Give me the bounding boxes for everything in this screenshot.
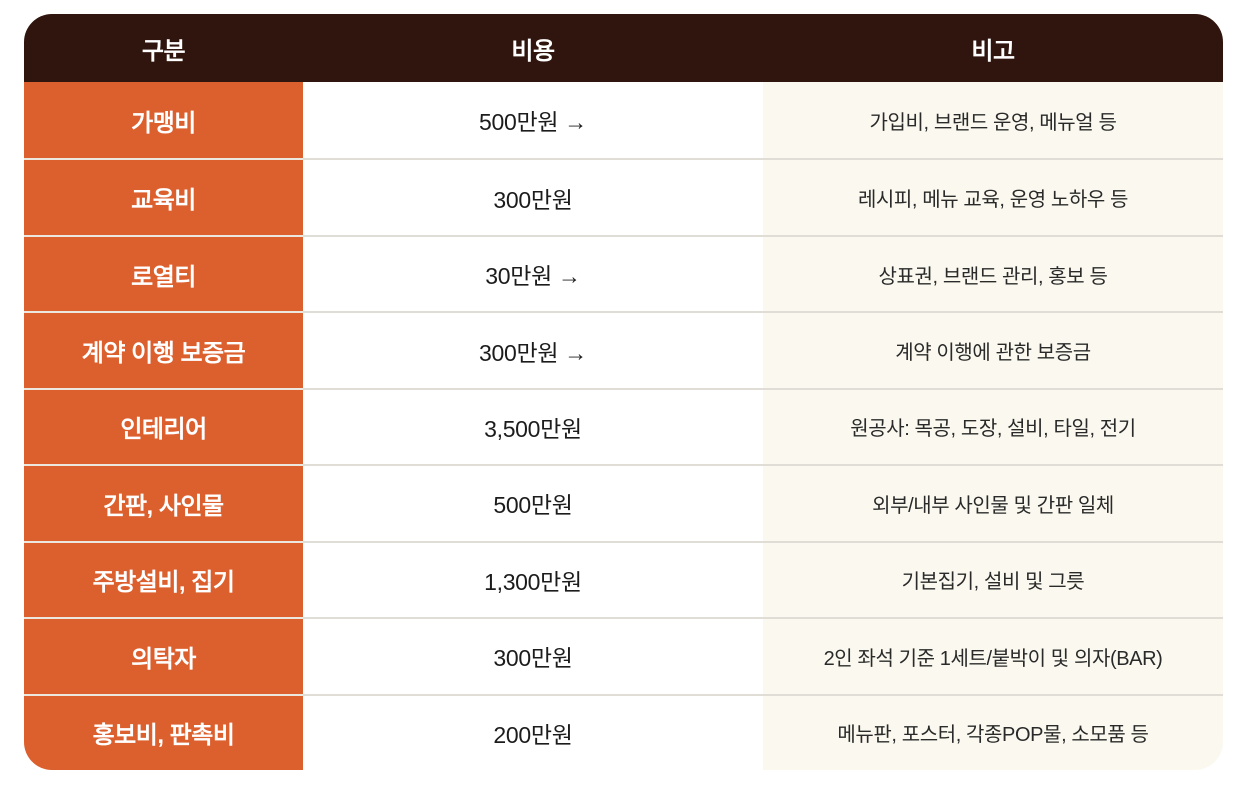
note-cell: 기본집기, 설비 및 그릇	[763, 540, 1223, 618]
category-cell: 인테리어	[24, 387, 303, 465]
table-row: 교육비 300만원 레시피, 메뉴 교육, 운영 노하우 등	[24, 158, 1223, 235]
note-cell: 상표권, 브랜드 관리, 홍보 등	[763, 234, 1223, 312]
cost-cell: 500만원	[303, 464, 763, 541]
franchise-cost-table: 구분 비용 비고 가맹비 500만원 → 가입비, 브랜드 운영, 메뉴얼 등 …	[24, 14, 1223, 770]
note-cell: 원공사: 목공, 도장, 설비, 타일, 전기	[763, 387, 1223, 465]
cost-cell: 1,300만원	[303, 540, 763, 618]
table-row: 간판, 사인물 500만원 외부/내부 사인물 및 간판 일체	[24, 464, 1223, 541]
note-cell: 계약 이행에 관한 보증금	[763, 311, 1223, 388]
header-cell-cost: 비용	[511, 37, 555, 65]
category-cell: 가맹비	[24, 82, 303, 159]
cost-cell: 3,500만원	[303, 387, 763, 465]
cost-cell: 200만원	[303, 693, 763, 770]
table-header-row: 구분 비용 비고	[24, 14, 1223, 82]
category-cell: 간판, 사인물	[24, 464, 303, 541]
category-cell: 주방설비, 집기	[24, 540, 303, 618]
note-cell: 2인 좌석 기준 1세트/붙박이 및 의자(BAR)	[763, 617, 1223, 694]
note-cell: 가입비, 브랜드 운영, 메뉴얼 등	[763, 82, 1223, 159]
table-row: 로열티 30만원 → 상표권, 브랜드 관리, 홍보 등	[24, 234, 1223, 312]
note-cell: 메뉴판, 포스터, 각종POP물, 소모품 등	[763, 693, 1223, 770]
cost-cell: 30만원 →	[303, 234, 763, 312]
table-row: 계약 이행 보증금 300만원 → 계약 이행에 관한 보증금	[24, 311, 1223, 388]
table-row: 주방설비, 집기 1,300만원 기본집기, 설비 및 그릇	[24, 540, 1223, 618]
header-cell-note: 비고	[971, 37, 1015, 65]
category-cell: 교육비	[24, 158, 303, 235]
table-row: 가맹비 500만원 → 가입비, 브랜드 운영, 메뉴얼 등	[24, 82, 1223, 159]
note-cell: 외부/내부 사인물 및 간판 일체	[763, 464, 1223, 541]
note-cell: 레시피, 메뉴 교육, 운영 노하우 등	[763, 158, 1223, 235]
cost-cell: 300만원	[303, 158, 763, 235]
category-cell: 계약 이행 보증금	[24, 311, 303, 388]
cost-cell: 300만원 →	[303, 311, 763, 388]
table-body: 가맹비 500만원 → 가입비, 브랜드 운영, 메뉴얼 등 교육비 300만원…	[24, 82, 1223, 770]
category-cell: 로열티	[24, 234, 303, 312]
table-row: 의탁자 300만원 2인 좌석 기준 1세트/붙박이 및 의자(BAR)	[24, 617, 1223, 694]
table-row: 인테리어 3,500만원 원공사: 목공, 도장, 설비, 타일, 전기	[24, 387, 1223, 465]
category-cell: 의탁자	[24, 617, 303, 694]
cost-cell: 500만원 →	[303, 82, 763, 159]
cost-cell: 300만원	[303, 617, 763, 694]
header-cell-category: 구분	[141, 37, 186, 65]
table-row: 홍보비, 판촉비 200만원 메뉴판, 포스터, 각종POP물, 소모품 등	[24, 693, 1223, 770]
category-cell: 홍보비, 판촉비	[24, 693, 303, 770]
